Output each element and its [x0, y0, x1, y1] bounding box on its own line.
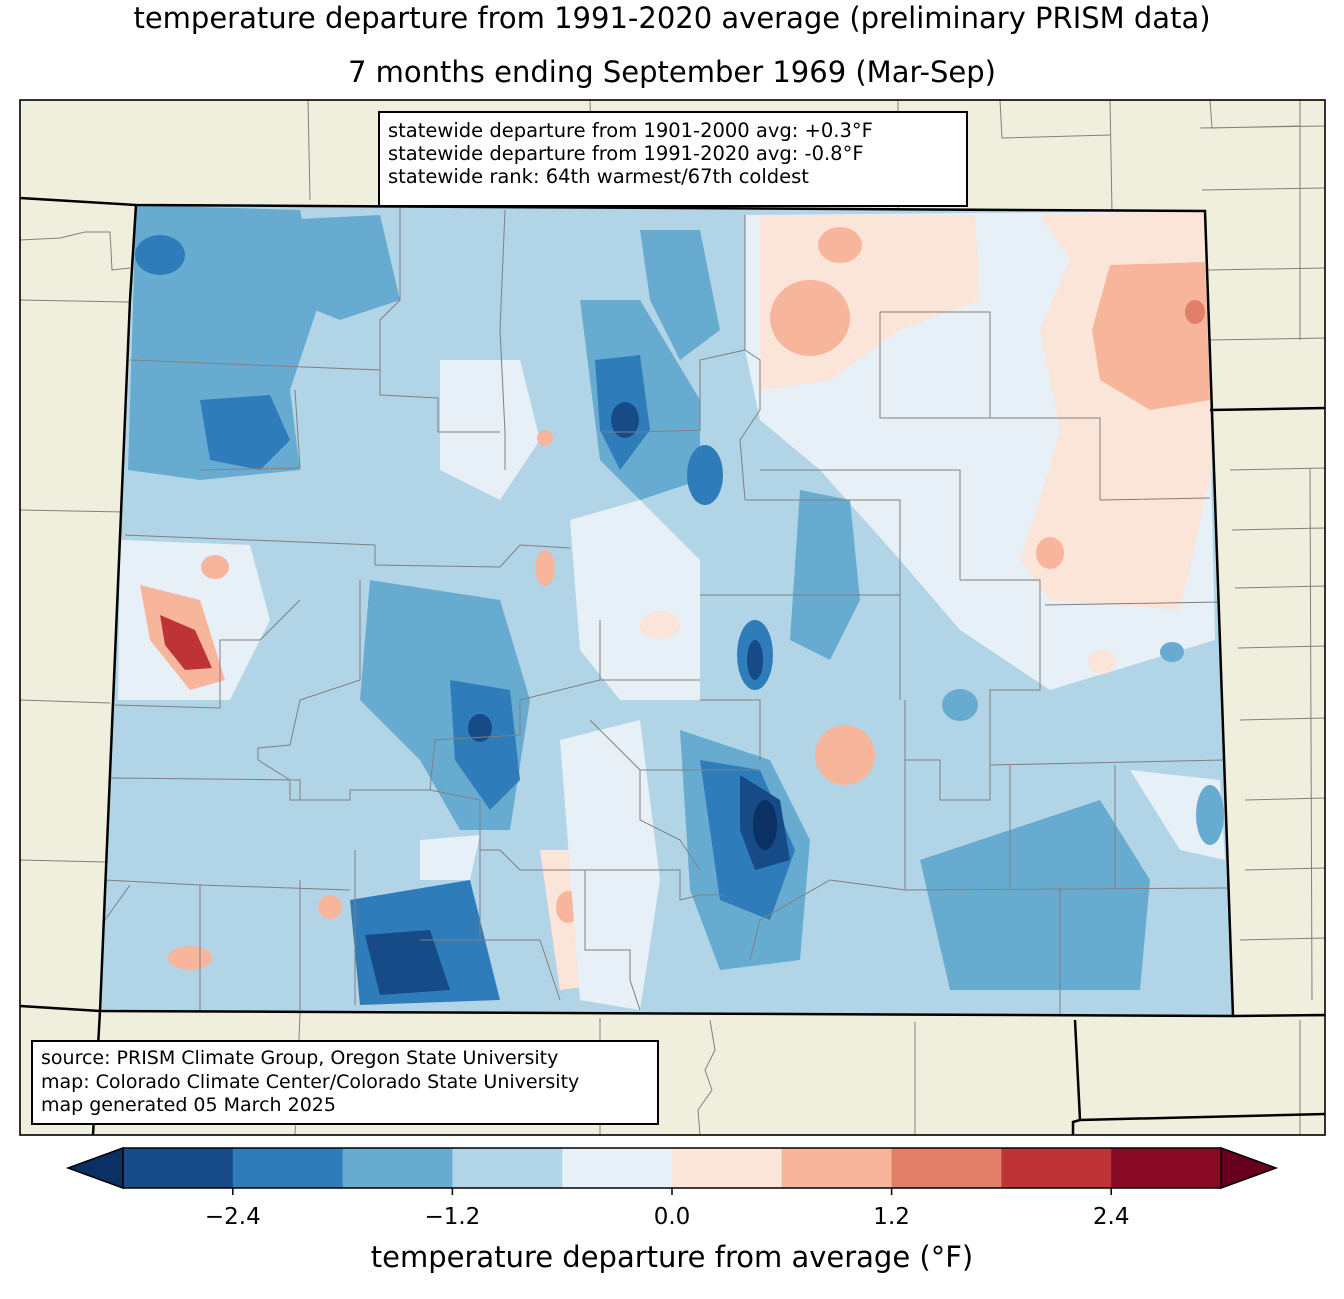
oklahoma-panhandle-border — [1071, 1019, 1325, 1135]
field-neutral-central — [570, 500, 700, 700]
stats-rank: statewide rank: 64th warmest/67th coldes… — [388, 165, 809, 188]
kansas-oklahoma-border — [1232, 1013, 1325, 1018]
map-generated-line: map generated 05 March 2025 — [41, 1094, 336, 1116]
colorbar-bin — [1111, 1148, 1222, 1188]
field-warm-east-core — [1092, 262, 1210, 410]
map-frame — [20, 100, 1325, 1135]
colorado-border — [20, 196, 1235, 1018]
map-frame-border — [19, 99, 1326, 1136]
colorbar-tick-label: −2.4 — [204, 1204, 261, 1230]
colorbar-bin — [342, 1148, 453, 1188]
colorbar — [65, 1146, 1279, 1195]
statewide-stats-box: statewide departure from 1901-2000 avg: … — [378, 111, 968, 207]
colorbar-tick-label: 0.0 — [653, 1204, 691, 1230]
nebraska-kansas-border — [1209, 406, 1325, 412]
colorbar-bin — [1001, 1148, 1112, 1188]
field-hot-west — [160, 615, 212, 670]
colorbar-tick-label: 2.4 — [1092, 1204, 1130, 1230]
field-cool-se — [920, 800, 1150, 990]
colorbar-bin — [232, 1148, 344, 1188]
colorbar-bin — [672, 1148, 783, 1188]
neighbor-county-lines — [20, 100, 1325, 1135]
field-warm-spot — [770, 280, 850, 356]
colorbar-bin — [452, 1148, 563, 1188]
colorbar-tick-label: 1.2 — [873, 1204, 910, 1230]
colorbar-tick-label: −1.2 — [424, 1204, 481, 1230]
map-title-line2: 7 months ending September 1969 (Mar-Sep) — [348, 55, 996, 89]
colorbar-over-extension — [1220, 1146, 1279, 1190]
colorbar-under-extension — [65, 1146, 124, 1190]
source-credits-box: source: PRISM Climate Group, Oregon Stat… — [31, 1040, 659, 1125]
county-lines — [104, 208, 1229, 1016]
colorbar-bin — [891, 1148, 1002, 1188]
temperature-field — [100, 205, 1233, 1016]
stats-departure-1991-2020: statewide departure from 1991-2020 avg: … — [388, 142, 864, 165]
colorbar-label: temperature departure from average (°F) — [370, 1240, 974, 1274]
colorbar-bin — [781, 1148, 893, 1188]
colorbar-bin — [562, 1148, 673, 1188]
colorbar-bin — [123, 1148, 234, 1188]
map-title-line1: temperature departure from 1991-2020 ave… — [133, 1, 1211, 35]
source-line: source: PRISM Climate Group, Oregon Stat… — [41, 1047, 559, 1069]
stats-departure-1901-2000: statewide departure from 1901-2000 avg: … — [388, 119, 873, 142]
map-credit-line: map: Colorado Climate Center/Colorado St… — [41, 1070, 580, 1093]
